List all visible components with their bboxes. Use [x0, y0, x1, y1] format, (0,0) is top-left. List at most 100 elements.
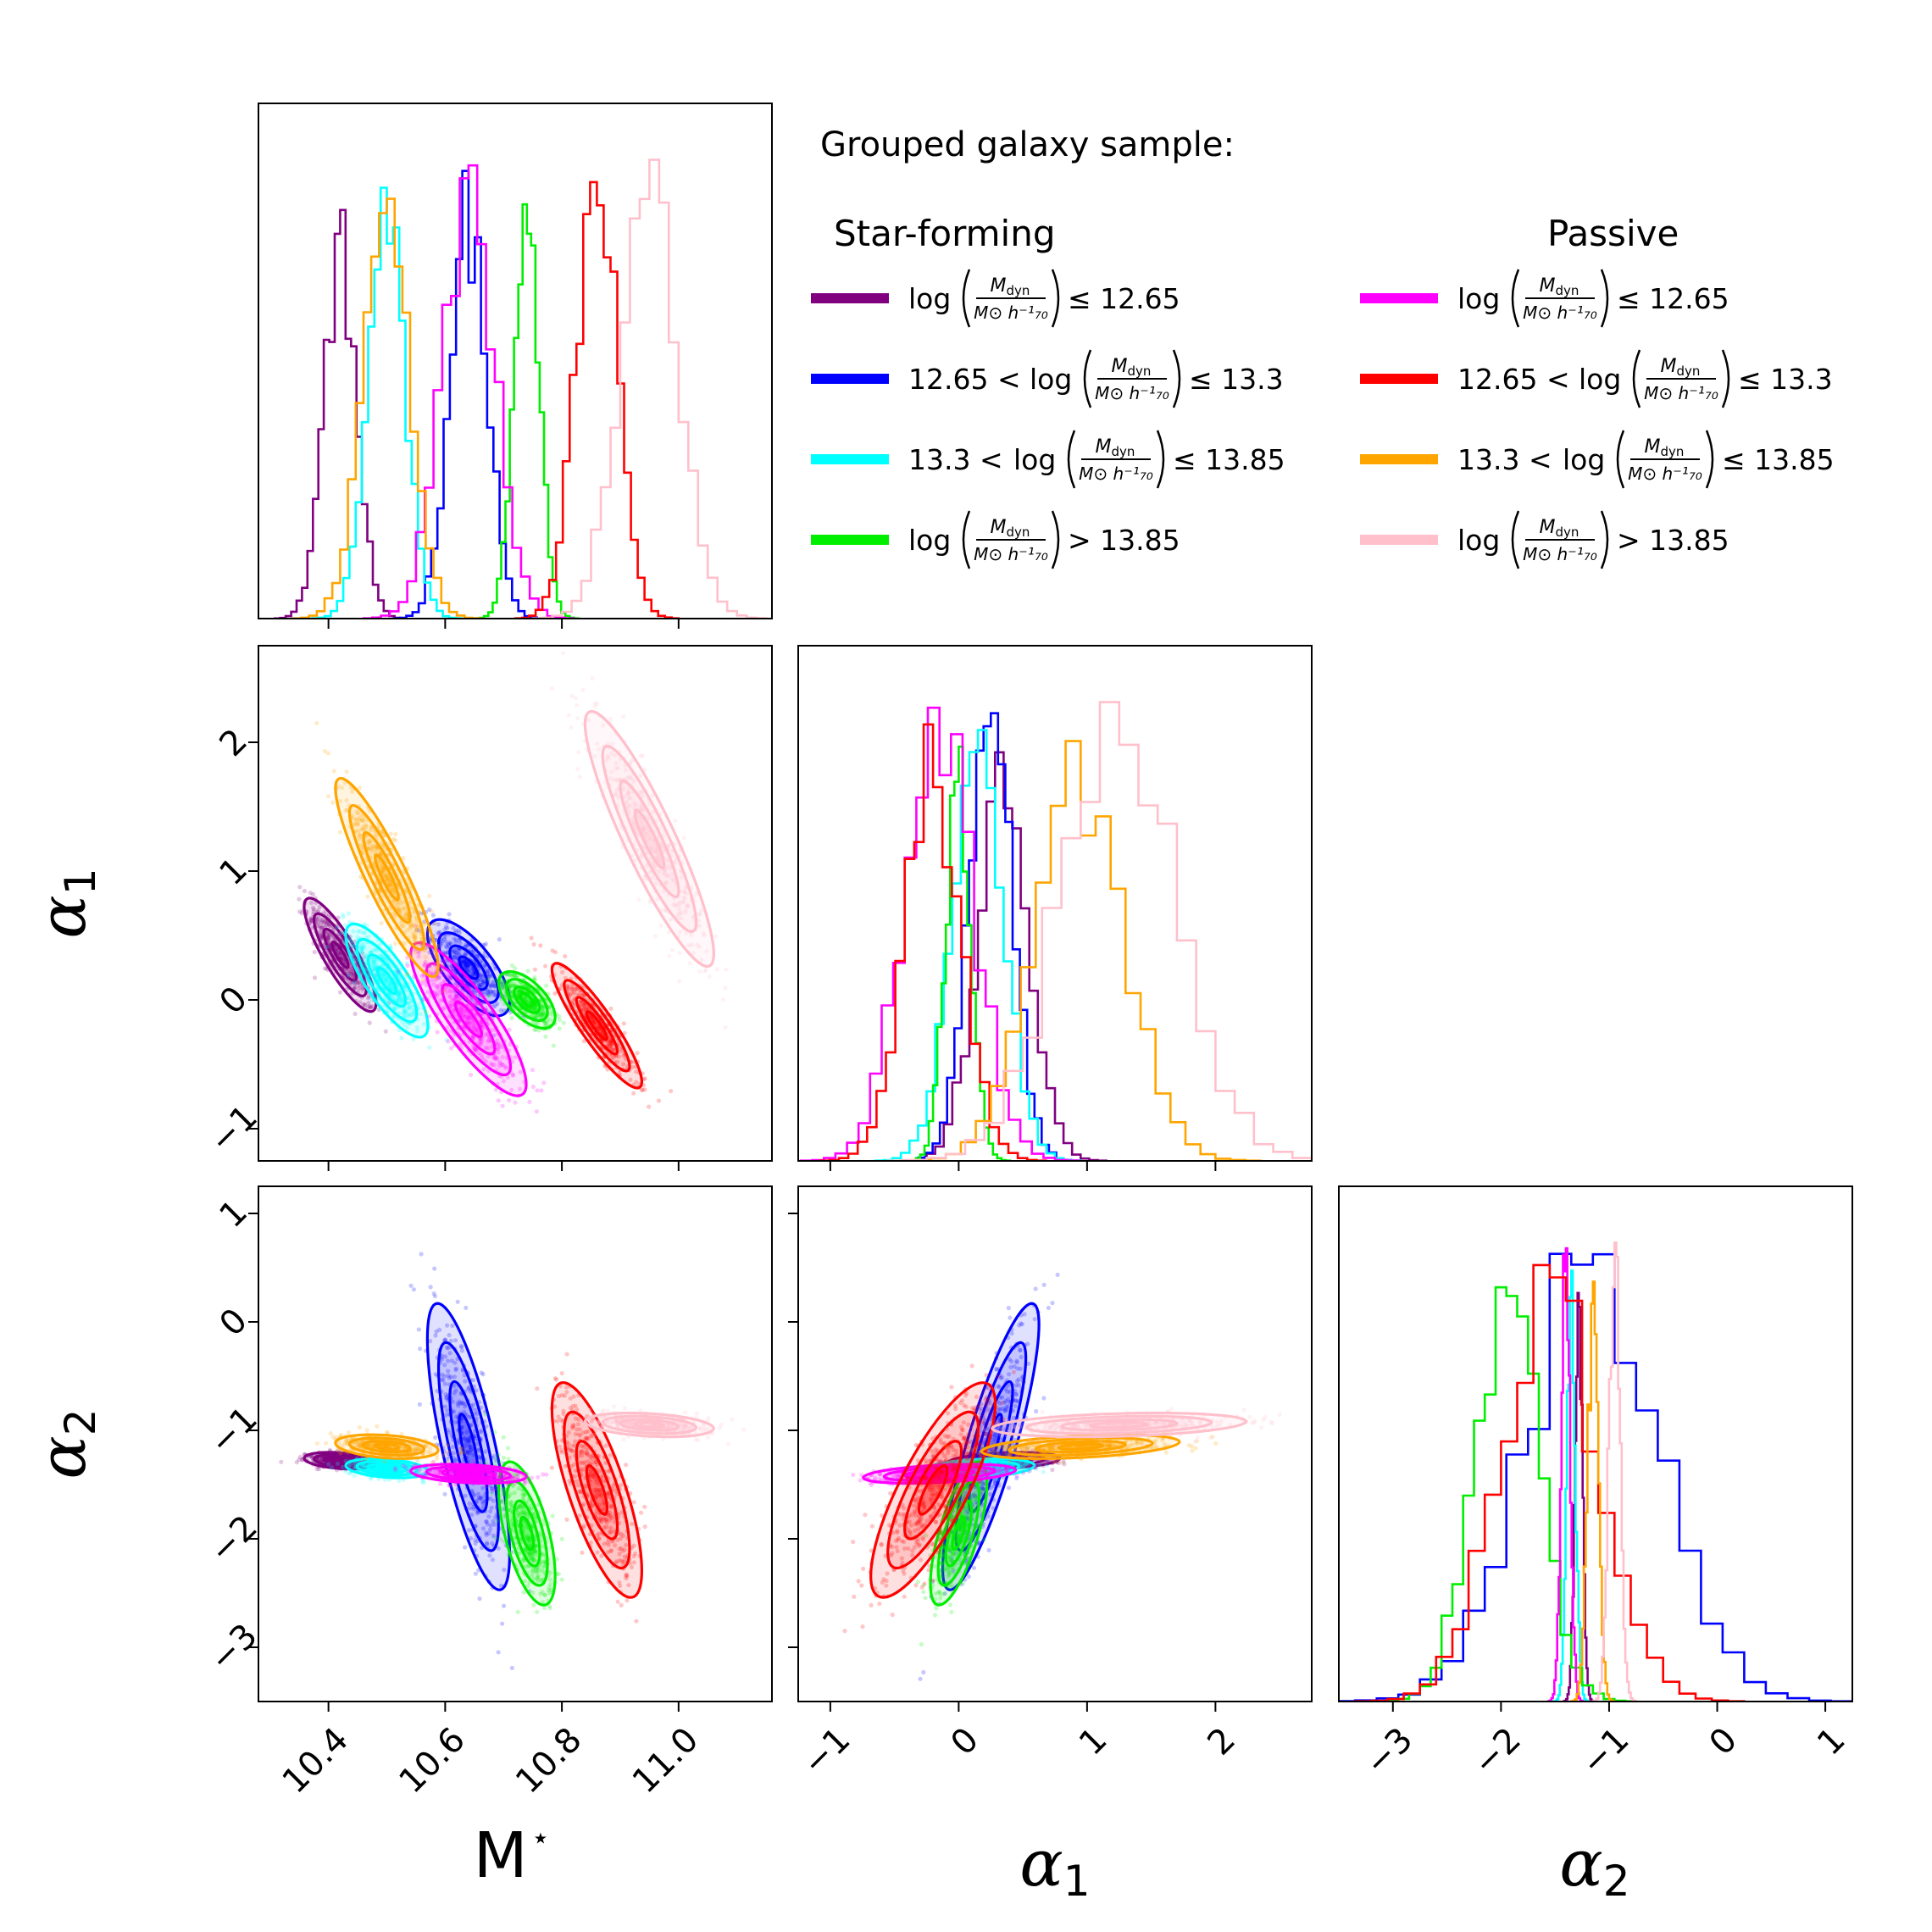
sample-point	[343, 808, 348, 813]
sample-point	[573, 986, 579, 991]
sample-point	[493, 1087, 498, 1092]
sample-point	[500, 1063, 505, 1068]
sample-point	[386, 875, 391, 880]
sample-point	[524, 998, 529, 1003]
sample-point	[317, 904, 322, 909]
sample-point	[337, 990, 343, 995]
sample-point	[636, 897, 641, 902]
sample-point	[353, 984, 358, 989]
sample-point	[374, 848, 379, 853]
sample-point	[465, 943, 470, 948]
sample-point	[406, 1002, 411, 1007]
sample-point	[370, 956, 375, 961]
sample-point	[447, 993, 452, 998]
sample-point	[362, 944, 367, 949]
sample-point	[423, 959, 428, 964]
sample-point	[452, 947, 458, 952]
sample-point	[579, 999, 584, 1004]
sample-point	[477, 1038, 483, 1043]
sample-point	[574, 987, 579, 992]
sample-point	[509, 1087, 514, 1092]
contour-level	[550, 962, 643, 1090]
sample-point	[533, 1007, 538, 1012]
sample-point	[496, 1042, 501, 1047]
sample-point	[495, 1055, 500, 1061]
sample-point	[481, 981, 487, 986]
sample-point	[402, 1013, 408, 1019]
sample-point	[471, 1046, 476, 1051]
sample-point	[496, 1046, 501, 1051]
sample-point	[487, 989, 493, 994]
sample-point	[480, 974, 486, 980]
sample-point	[454, 997, 459, 1002]
sample-point	[642, 1076, 647, 1081]
sample-point	[402, 1008, 407, 1013]
sample-point	[408, 1013, 414, 1018]
sample-point	[308, 900, 314, 905]
sample-point	[497, 1063, 502, 1069]
sample-point	[368, 1005, 373, 1010]
sample-point	[530, 1068, 536, 1073]
sample-point	[356, 828, 361, 834]
sample-point	[359, 946, 364, 951]
sample-point	[381, 972, 386, 978]
sample-point	[484, 1059, 489, 1064]
sample-point	[462, 1008, 467, 1013]
sample-point	[379, 841, 384, 846]
sample-point	[580, 687, 586, 692]
sample-point	[442, 980, 447, 985]
sample-point	[463, 964, 468, 969]
sample-point	[476, 1030, 481, 1035]
sample-point	[325, 933, 330, 938]
sample-point	[486, 992, 491, 997]
sample-point	[466, 963, 471, 969]
sample-point	[608, 1038, 613, 1043]
sample-point	[342, 1468, 347, 1474]
sample-point	[399, 996, 404, 1001]
sample-point	[467, 969, 472, 974]
sample-point	[427, 907, 432, 913]
sample-point	[495, 1518, 500, 1524]
sample-point	[451, 997, 457, 1002]
sample-point	[541, 1004, 546, 1009]
sample-point	[327, 923, 332, 928]
sample-point	[420, 978, 425, 983]
sample-point	[525, 969, 530, 974]
sample-point	[494, 1057, 499, 1062]
sample-point	[397, 995, 402, 1000]
hist-step-mstar	[474, 203, 580, 619]
sample-point	[358, 983, 363, 988]
sample-point	[507, 985, 512, 990]
contour-level	[504, 978, 549, 1022]
sample-point	[406, 1001, 411, 1006]
sample-point	[552, 991, 558, 996]
sample-point	[443, 924, 449, 930]
sample-point	[513, 1055, 518, 1060]
sample-point	[581, 1002, 586, 1008]
sample-point	[479, 982, 484, 987]
sample-point	[480, 990, 486, 995]
sample-point	[656, 1098, 662, 1103]
sample-point	[325, 751, 330, 756]
sample-point	[325, 920, 330, 926]
sample-point	[397, 992, 402, 997]
sample-point	[419, 1252, 424, 1257]
sample-point	[445, 990, 450, 995]
sample-point	[380, 867, 386, 872]
sample-point	[618, 1046, 623, 1052]
sample-point	[337, 798, 342, 803]
sample-point	[536, 1028, 541, 1033]
sample-point	[608, 1038, 613, 1043]
sample-point	[489, 989, 494, 994]
sample-point	[442, 987, 447, 992]
scatter-series	[314, 720, 447, 1014]
sample-point	[458, 941, 463, 946]
sample-point	[326, 931, 331, 936]
sample-point	[318, 930, 323, 935]
sample-point	[330, 1465, 335, 1470]
sample-point	[413, 939, 418, 944]
sample-point	[647, 1104, 652, 1109]
sample-point	[550, 1513, 555, 1518]
sample-point	[399, 997, 404, 1002]
sample-point	[483, 1046, 488, 1051]
